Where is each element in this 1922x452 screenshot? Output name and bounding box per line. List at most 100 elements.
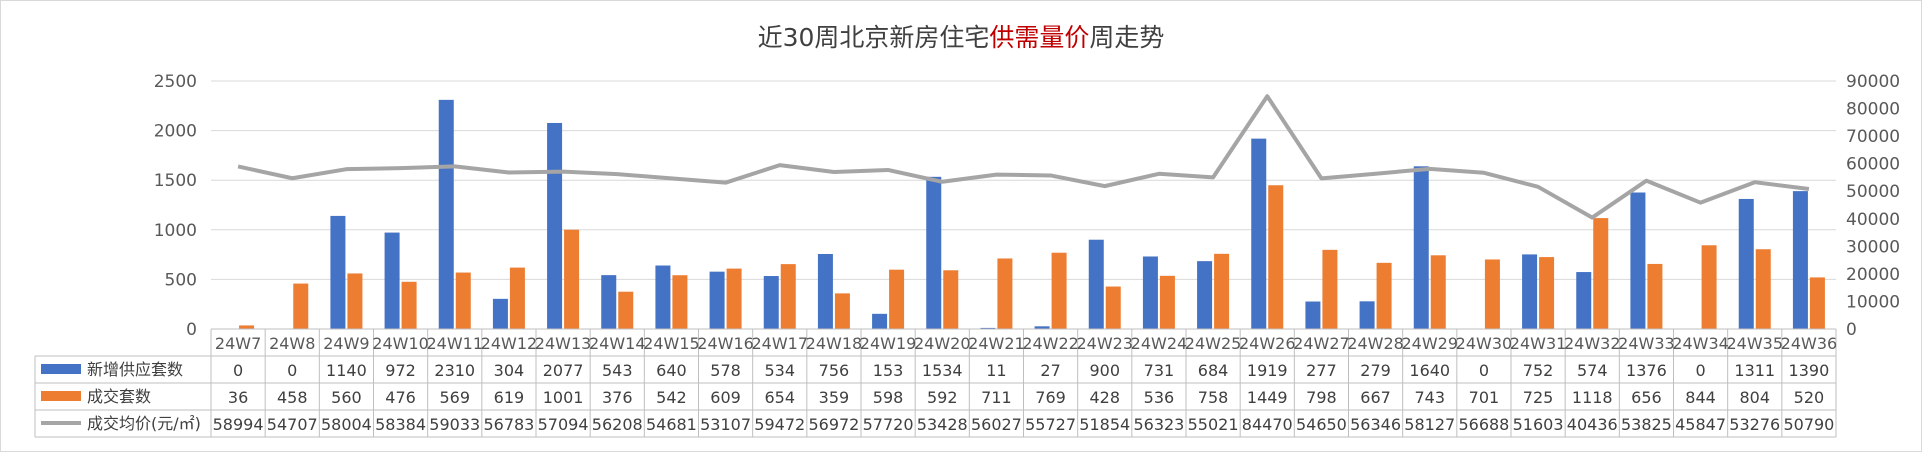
- data-label: 656: [1631, 388, 1662, 407]
- data-label: 654: [764, 388, 795, 407]
- category-label: 24W11: [426, 334, 483, 353]
- y-left-tick-label: 2500: [154, 72, 197, 92]
- bar-supply: [1197, 261, 1213, 329]
- bar-supply: [1359, 301, 1375, 329]
- bar-transactions: [1593, 218, 1609, 329]
- data-label: 57094: [538, 415, 589, 434]
- bar-supply: [330, 215, 346, 329]
- data-label: 2310: [434, 361, 475, 380]
- data-label: 534: [764, 361, 795, 380]
- data-label: 50790: [1783, 415, 1834, 434]
- data-label: 731: [1144, 361, 1175, 380]
- legend-label: 成交均价(元/㎡): [87, 414, 201, 433]
- bar-transactions: [509, 267, 525, 329]
- data-label: 667: [1360, 388, 1391, 407]
- data-label: 574: [1577, 361, 1608, 380]
- category-label: 24W28: [1347, 334, 1404, 353]
- bar-transactions: [618, 291, 634, 329]
- bar-supply: [1576, 272, 1592, 329]
- data-label: 56688: [1458, 415, 1509, 434]
- bar-supply: [980, 327, 996, 329]
- bar-supply: [492, 298, 508, 329]
- legend-key: [41, 391, 81, 401]
- bar-transactions: [1484, 259, 1500, 329]
- category-label: 24W21: [968, 334, 1025, 353]
- category-label: 24W26: [1239, 334, 1296, 353]
- line-avg-price: [237, 94, 1810, 220]
- data-label: 53825: [1621, 415, 1672, 434]
- data-label: 1390: [1789, 361, 1830, 380]
- bar-transactions: [1647, 263, 1663, 329]
- data-label: 56208: [592, 415, 643, 434]
- bar-transactions: [1214, 253, 1230, 329]
- data-label: 153: [873, 361, 904, 380]
- data-label: 560: [331, 388, 362, 407]
- bar-transactions: [834, 293, 850, 329]
- data-label: 972: [385, 361, 416, 380]
- y-left-tick-label: 500: [165, 270, 197, 290]
- data-label: 520: [1794, 388, 1825, 407]
- category-label: 24W22: [1022, 334, 1079, 353]
- data-label: 0: [1695, 361, 1705, 380]
- legend-label: 成交套数: [87, 387, 151, 406]
- category-label: 24W8: [269, 334, 315, 353]
- bar-supply: [1522, 254, 1538, 329]
- y-right-tick-label: 0: [1846, 320, 1857, 340]
- bar-transactions: [672, 275, 688, 329]
- data-label: 684: [1198, 361, 1229, 380]
- category-label: 24W35: [1726, 334, 1783, 353]
- chart-title: 近30周北京新房住宅供需量价周走势: [0, 18, 1922, 54]
- data-label: 54681: [646, 415, 697, 434]
- data-label: 0: [1479, 361, 1489, 380]
- bar-supply: [763, 276, 779, 329]
- data-label: 58384: [375, 415, 426, 434]
- data-label: 54707: [267, 415, 318, 434]
- category-label: 24W18: [806, 334, 863, 353]
- data-label: 304: [494, 361, 525, 380]
- data-label: 56972: [808, 415, 859, 434]
- bar-supply: [872, 313, 888, 329]
- data-label: 0: [287, 361, 297, 380]
- data-label: 756: [819, 361, 850, 380]
- data-label: 279: [1360, 361, 1391, 380]
- data-label: 84470: [1242, 415, 1293, 434]
- bar-transactions: [1809, 277, 1825, 329]
- data-label: 1140: [326, 361, 367, 380]
- data-label: 752: [1523, 361, 1554, 380]
- data-label: 1919: [1247, 361, 1288, 380]
- data-label: 55021: [1188, 415, 1239, 434]
- data-label: 844: [1685, 388, 1716, 407]
- y-right-tick-label: 70000: [1846, 127, 1900, 147]
- y-right-tick-label: 40000: [1846, 210, 1900, 230]
- data-label: 45847: [1675, 415, 1726, 434]
- data-label: 619: [494, 388, 525, 407]
- data-label: 56783: [483, 415, 534, 434]
- data-label: 277: [1306, 361, 1337, 380]
- data-label: 53276: [1729, 415, 1780, 434]
- bar-supply: [1034, 326, 1050, 329]
- y-left-tick-label: 1000: [154, 221, 197, 241]
- bar-transactions: [239, 325, 255, 329]
- category-label: 24W34: [1672, 334, 1729, 353]
- bar-supply: [1251, 138, 1267, 329]
- data-label: 59033: [429, 415, 480, 434]
- chart-title-prefix: 近30周北京新房住宅: [757, 23, 990, 52]
- data-label: 569: [439, 388, 470, 407]
- bar-transactions: [997, 258, 1013, 329]
- bar-transactions: [401, 281, 417, 329]
- bar-transactions: [1105, 286, 1121, 329]
- category-label: 24W31: [1510, 334, 1567, 353]
- data-label: 1001: [543, 388, 584, 407]
- data-label: 428: [1089, 388, 1120, 407]
- category-label: 24W15: [643, 334, 700, 353]
- bar-transactions: [780, 264, 796, 329]
- category-label: 24W29: [1401, 334, 1458, 353]
- data-label: 40436: [1567, 415, 1618, 434]
- bar-supply: [1413, 166, 1429, 329]
- data-label: 711: [981, 388, 1012, 407]
- category-label: 24W23: [1076, 334, 1133, 353]
- category-label: 24W24: [1131, 334, 1188, 353]
- data-label: 51854: [1079, 415, 1130, 434]
- data-label: 476: [385, 388, 416, 407]
